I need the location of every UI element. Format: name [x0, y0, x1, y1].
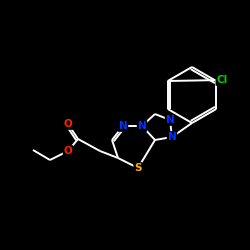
- Text: N: N: [166, 115, 174, 125]
- Text: N: N: [119, 121, 128, 131]
- Text: S: S: [134, 163, 142, 173]
- Text: Cl: Cl: [216, 75, 228, 85]
- Text: O: O: [64, 146, 72, 156]
- Text: N: N: [168, 132, 176, 142]
- Text: N: N: [138, 121, 146, 131]
- Text: O: O: [64, 119, 72, 129]
